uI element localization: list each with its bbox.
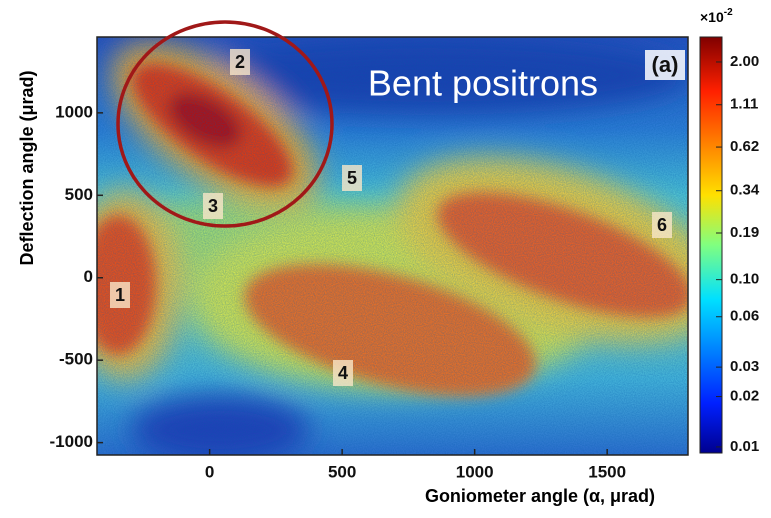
colorbar-tick-label: 0.19 (730, 224, 759, 241)
annotation: 3 (208, 196, 218, 216)
annotation: 4 (338, 363, 348, 383)
colorbar-tick-label: 2.00 (730, 53, 759, 70)
colorbar-tick-label: 0.06 (730, 308, 759, 325)
annotation: 6 (657, 215, 667, 235)
annotation-box (342, 165, 362, 191)
annotation-box (333, 360, 353, 386)
highlight-circle (116, 20, 334, 228)
x-tick-label: 500 (328, 462, 356, 481)
colorbar-scale-exponent: -2 (724, 7, 733, 18)
x-axis-label: Goniometer angle (α, μrad) (425, 486, 655, 506)
colorbar-tick-label: 1.11 (730, 96, 758, 113)
colorbar-tick-label: 0.10 (730, 271, 759, 288)
annotation-box (230, 49, 250, 75)
y-tick-label: -500 (59, 350, 93, 369)
colorbar-tick-label: 0.34 (730, 182, 760, 199)
y-tick-label: 1000 (55, 102, 93, 121)
overlay-text: Bent positrons (368, 63, 598, 104)
annotation-box (203, 193, 223, 219)
plot-frame (96, 36, 689, 456)
annotation: 1 (115, 285, 125, 305)
colorbar-tick-label: 0.01 (730, 438, 759, 455)
colorbar-tick-label: 0.03 (730, 358, 759, 375)
colorbar-scale-base: ×10 (700, 9, 724, 25)
y-axis-label: Deflection angle (μrad) (17, 70, 37, 265)
y-tick-label: -1000 (50, 432, 93, 451)
colorbar (699, 36, 723, 454)
annotation-box (652, 212, 672, 238)
x-tick-label: 1000 (456, 462, 494, 481)
colorbar-tick-label: 0.62 (730, 138, 759, 155)
annotation: 5 (347, 168, 357, 188)
annotation-box (110, 282, 130, 308)
y-tick-label: 500 (65, 185, 93, 204)
heatmap-image (97, 37, 688, 455)
colorbar-scale: ×10-2 (700, 7, 733, 25)
x-tick-label: 1500 (588, 462, 626, 481)
y-tick-label: 0 (84, 267, 93, 286)
colorbar-tick-label: 0.02 (730, 388, 759, 405)
panel-label: (a) (652, 52, 679, 77)
panel-label-box (645, 50, 685, 80)
x-tick-label: 0 (205, 462, 214, 481)
annotation: 2 (235, 52, 245, 72)
